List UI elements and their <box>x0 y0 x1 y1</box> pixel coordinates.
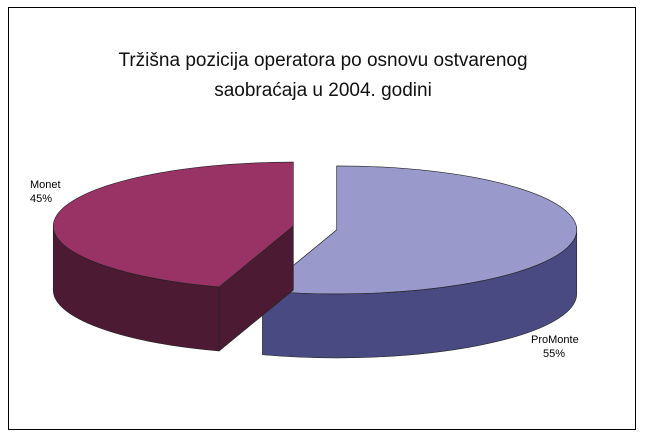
chart-title-line-1: Tržišna pozicija operatora po osnovu ost… <box>118 50 528 71</box>
chart-title-line-2: saobraćaja u 2004. godini <box>214 80 432 101</box>
slice-label-monet: Monet <box>30 179 61 191</box>
slice-value-promonte: 55% <box>543 348 565 360</box>
pie-slice-top <box>261 165 577 295</box>
pie-slice-monet <box>52 161 294 352</box>
slice-label-promonte: ProMonte <box>531 334 579 346</box>
pie-slice-promonte <box>261 165 578 359</box>
pie-slice-top <box>53 161 294 288</box>
slice-value-monet: 45% <box>30 193 52 205</box>
chart-title: Tržišna pozicija operatora po osnovu ost… <box>9 46 637 106</box>
